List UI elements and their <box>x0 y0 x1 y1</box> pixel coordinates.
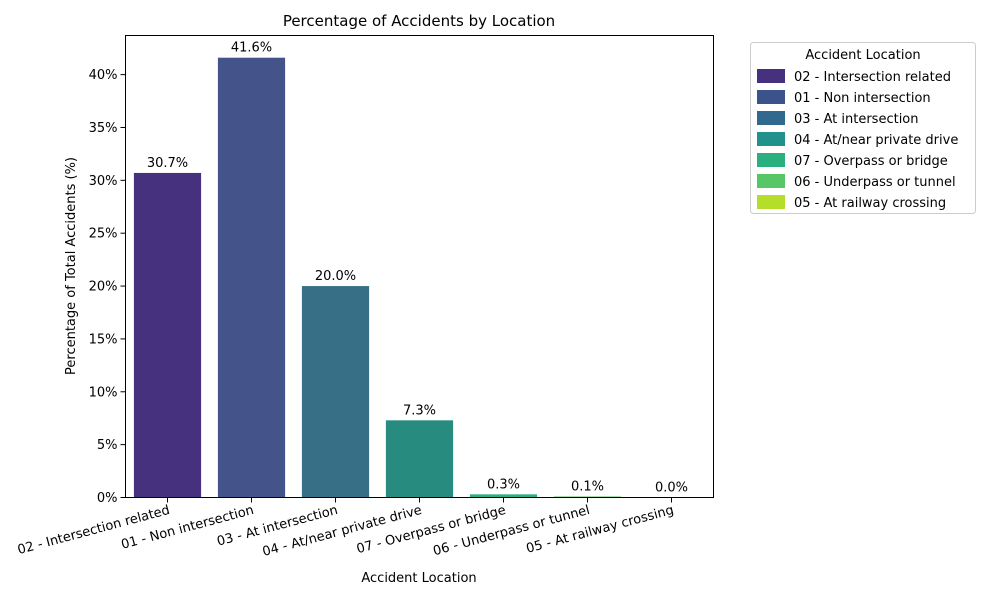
y-tick-label-8: 40% <box>89 68 118 83</box>
legend-label-1: 02 - Intersection related <box>794 70 951 85</box>
legend-swatch-2 <box>757 90 785 104</box>
y-tick-label-0: 0% <box>97 491 118 506</box>
legend-swatch-6 <box>757 174 785 188</box>
y-tick-label-5: 25% <box>89 227 118 242</box>
bar-4 <box>385 420 454 498</box>
bar-1 <box>133 172 202 498</box>
y-tick-label-3: 15% <box>89 332 118 347</box>
plot-area: 0% 5% 10% 15% 20% 25% 30% 35% 40% 02 - Intersect… <box>16 35 714 560</box>
legend-label-2: 01 - Non intersection <box>794 91 931 106</box>
legend-label-7: 05 - At railway crossing <box>794 196 946 211</box>
x-tick-label-7: 05 - At railway crossing <box>525 503 676 557</box>
y-tick-label-4: 20% <box>89 280 118 295</box>
y-axis: 0% 5% 10% 15% 20% 25% 30% 35% 40% <box>89 68 126 506</box>
bar-3 <box>301 286 370 498</box>
legend-entries: 02 - Intersection related 01 - Non inters… <box>757 69 958 211</box>
bar-5 <box>469 494 538 498</box>
legend-swatch-7 <box>757 195 785 209</box>
data-label-5: 0.3% <box>487 477 520 492</box>
legend-swatch-1 <box>757 69 785 83</box>
y-axis-label: Percentage of Total Accidents (%) <box>64 157 79 375</box>
data-label-4: 7.3% <box>403 403 436 418</box>
data-label-7: 0.0% <box>655 481 688 496</box>
legend-box <box>750 42 976 214</box>
bar-6 <box>553 496 622 498</box>
bar-2 <box>217 57 286 498</box>
data-label-6: 0.1% <box>571 479 604 494</box>
x-axis-label: Accident Location <box>361 571 476 586</box>
y-tick-label-2: 10% <box>89 385 118 400</box>
legend: Accident Location 02 - Intersection rela… <box>750 42 976 214</box>
legend-swatch-5 <box>757 153 785 167</box>
chart-title: Percentage of Accidents by Location <box>283 12 555 30</box>
data-label-2: 41.6% <box>231 41 272 56</box>
data-label-1: 30.7% <box>147 156 188 171</box>
legend-label-5: 07 - Overpass or bridge <box>794 154 948 169</box>
legend-label-4: 04 - At/near private drive <box>794 133 958 148</box>
legend-label-6: 06 - Underpass or tunnel <box>794 175 956 190</box>
y-tick-label-1: 5% <box>97 438 118 453</box>
y-tick-label-6: 30% <box>89 174 118 189</box>
legend-swatch-4 <box>757 132 785 146</box>
data-labels-layer: 30.7% 41.6% 20.0% 7.3% 0.3% 0.1% 0.0% <box>147 41 688 496</box>
legend-label-3: 03 - At intersection <box>794 112 919 127</box>
legend-title: Accident Location <box>805 48 920 63</box>
legend-swatch-3 <box>757 111 785 125</box>
data-label-3: 20.0% <box>315 269 356 284</box>
y-tick-label-7: 35% <box>89 121 118 136</box>
bars-layer <box>133 57 622 498</box>
